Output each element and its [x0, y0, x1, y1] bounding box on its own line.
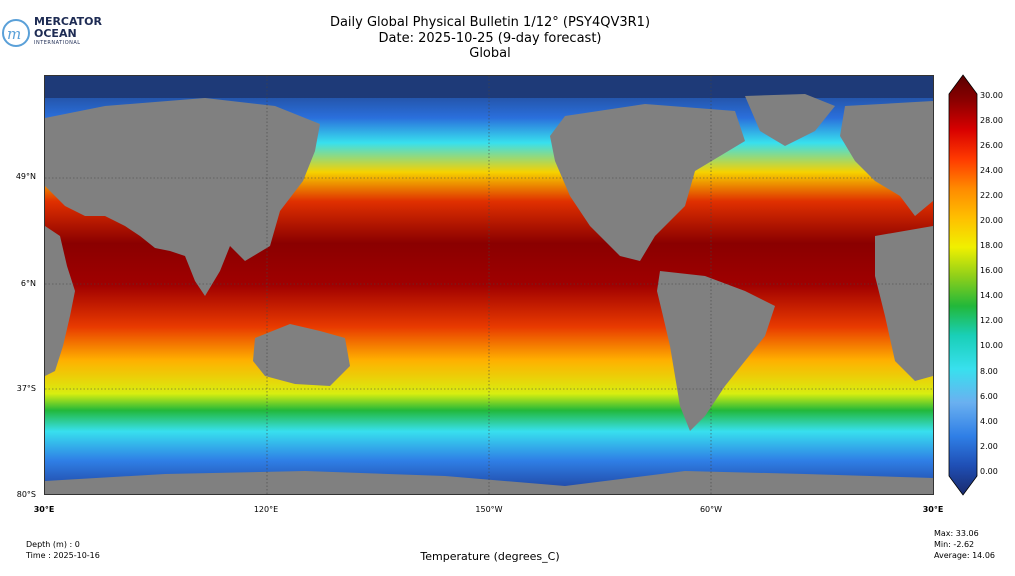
- australia-land: [253, 324, 350, 386]
- south-america-land: [657, 271, 775, 431]
- cb-tick-6: 6.00: [980, 392, 998, 401]
- stat-max: Max: 33.06: [934, 529, 979, 538]
- cb-tick-18: 18.00: [980, 241, 1003, 250]
- graticule: [45, 76, 933, 494]
- eurasia-land: [45, 98, 320, 296]
- africa-right-land: [875, 226, 933, 381]
- cb-tick-12: 12.00: [980, 316, 1003, 325]
- lat-label-6n: 6°N: [20, 279, 36, 288]
- lat-label-80s: 80°S: [16, 490, 36, 499]
- variable-label: Temperature (degrees_C): [420, 550, 560, 563]
- svg-text:m: m: [7, 25, 21, 43]
- cb-tick-26: 26.00: [980, 141, 1003, 150]
- cb-tick-28: 28.00: [980, 116, 1003, 125]
- colorbar: [948, 74, 978, 496]
- title-line1: Daily Global Physical Bulletin 1/12° (PS…: [329, 15, 651, 30]
- cb-tick-16: 16.00: [980, 266, 1003, 275]
- logo-line1: MERCATOR: [34, 15, 102, 28]
- greenland-land: [745, 94, 835, 146]
- logo-line2: OCEAN: [34, 27, 77, 40]
- colorbar-gradient: [948, 74, 978, 496]
- sst-map: [44, 75, 934, 495]
- depth-text: Depth (m) : 0: [26, 540, 80, 549]
- logo-line3: INTERNATIONAL: [34, 40, 81, 46]
- stat-average: Average: 14.06: [934, 551, 995, 560]
- lon-label-30e-left: 30°E: [33, 505, 55, 514]
- cb-tick-20: 20.00: [980, 216, 1003, 225]
- logo-wave-icon: m: [2, 19, 30, 47]
- lon-label-60w: 60°W: [699, 505, 723, 514]
- north-america-land: [550, 104, 745, 261]
- title-line3: Global: [469, 46, 511, 61]
- cb-tick-22: 22.00: [980, 191, 1003, 200]
- cb-tick-4: 4.00: [980, 417, 998, 426]
- cb-tick-0: 0.00: [980, 467, 998, 476]
- lat-label-37s: 37°S: [16, 384, 36, 393]
- cb-tick-14: 14.00: [980, 291, 1003, 300]
- stat-min: Min: -2.62: [934, 540, 975, 549]
- sst-map-canvas: [45, 76, 933, 494]
- lon-label-120e: 120°E: [253, 505, 279, 514]
- cb-tick-24: 24.00: [980, 166, 1003, 175]
- lon-label-150w: 150°W: [475, 505, 503, 514]
- africa-land: [45, 226, 75, 376]
- time-text: Time : 2025-10-16: [26, 551, 100, 560]
- cb-tick-10: 10.00: [980, 341, 1003, 350]
- europe-africa-right-land: [840, 101, 933, 216]
- colorbar-body: [948, 74, 978, 496]
- cb-tick-30: 30.00: [980, 91, 1003, 100]
- lon-label-30e-right: 30°E: [922, 505, 944, 514]
- cb-tick-8: 8.00: [980, 367, 998, 376]
- cb-tick-2: 2.00: [980, 442, 998, 451]
- mercator-ocean-logo: m MERCATOR OCEAN INTERNATIONAL: [0, 12, 110, 52]
- land-masses: [45, 94, 933, 494]
- title-line2: Date: 2025-10-25 (9-day forecast): [378, 31, 602, 46]
- lat-label-49n: 49°N: [15, 172, 36, 181]
